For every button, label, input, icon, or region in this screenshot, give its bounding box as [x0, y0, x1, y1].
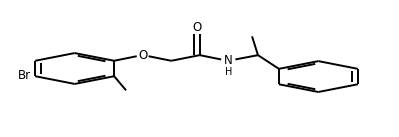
Text: O: O — [138, 49, 147, 62]
Text: N: N — [224, 54, 233, 67]
Text: O: O — [192, 21, 201, 34]
Text: Br: Br — [18, 69, 31, 82]
Text: H: H — [225, 67, 232, 77]
